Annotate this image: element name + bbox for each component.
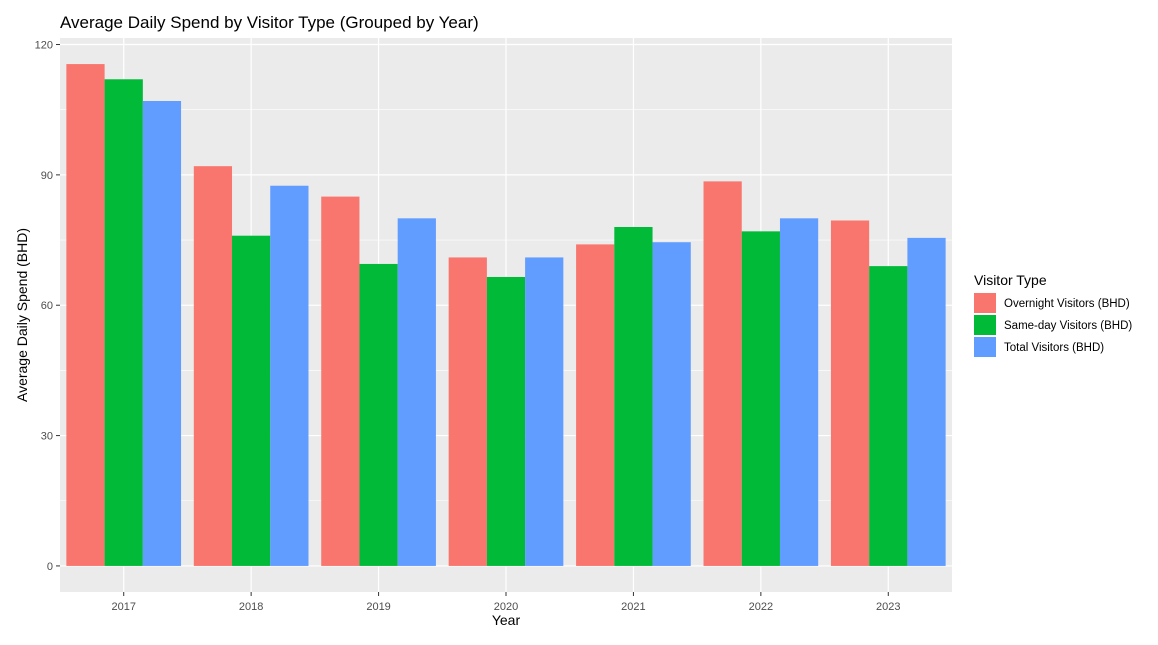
chart-title: Average Daily Spend by Visitor Type (Gro… [60, 13, 479, 32]
bar [142, 101, 182, 566]
x-tick-label: 2022 [749, 601, 773, 613]
bar [576, 244, 615, 566]
x-tick-label: 2023 [876, 601, 900, 613]
bar [104, 79, 143, 566]
bar [525, 257, 564, 566]
bars [66, 64, 946, 566]
bar [397, 218, 436, 566]
legend-title: Visitor Type [974, 272, 1047, 288]
bar [321, 196, 360, 566]
legend-swatch [974, 315, 996, 335]
y-tick-label: 0 [47, 561, 53, 573]
legend-label: Same-day Visitors (BHD) [1004, 320, 1132, 332]
legend: Visitor Type Overnight Visitors (BHD) Sam… [974, 272, 1132, 357]
x-tick-label: 2019 [366, 601, 390, 613]
y-axis-ticks: 0 30 60 90 120 [35, 40, 60, 573]
bar [830, 220, 870, 566]
bar [907, 237, 946, 566]
x-axis-title: Year [492, 612, 521, 628]
x-tick-label: 2018 [239, 601, 263, 613]
bar [652, 242, 691, 566]
x-tick-label: 2017 [111, 601, 135, 613]
bar [779, 218, 819, 566]
x-tick-label: 2020 [494, 601, 518, 613]
legend-swatch [974, 293, 996, 313]
legend-swatch [974, 337, 996, 357]
bar [869, 266, 908, 566]
y-axis-title: Average Daily Spend (BHD) [14, 228, 30, 402]
bar [448, 257, 487, 566]
bar [486, 276, 526, 566]
x-axis-ticks: 2017 2018 2019 2020 2021 2022 2023 [111, 592, 901, 613]
bar [66, 64, 105, 566]
y-tick-label: 120 [35, 40, 53, 52]
y-tick-label: 30 [41, 431, 53, 443]
bar [614, 227, 653, 566]
y-tick-label: 90 [41, 170, 53, 182]
bar [232, 235, 271, 566]
bar [359, 263, 398, 566]
legend-label: Total Visitors (BHD) [1004, 342, 1104, 354]
legend-label: Overnight Visitors (BHD) [1004, 298, 1130, 310]
bar [703, 181, 742, 566]
bar [741, 231, 780, 566]
x-tick-label: 2021 [621, 601, 645, 613]
bar [270, 185, 309, 566]
bar [193, 166, 233, 566]
y-tick-label: 60 [41, 300, 53, 312]
